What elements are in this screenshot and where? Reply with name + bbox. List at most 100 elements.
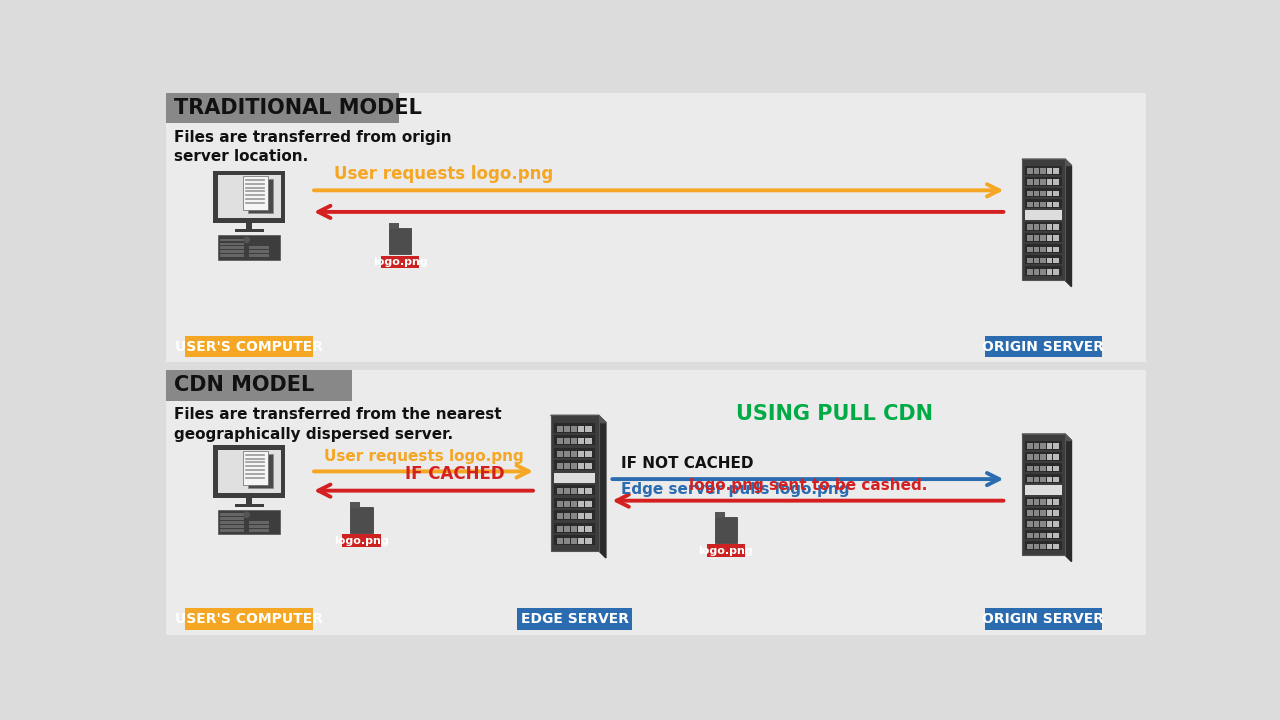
Bar xyxy=(563,538,570,544)
Bar xyxy=(579,538,585,544)
Text: USER'S COMPUTER: USER'S COMPUTER xyxy=(175,340,323,354)
Bar xyxy=(1028,533,1033,539)
Bar xyxy=(554,485,595,495)
Bar xyxy=(1025,177,1061,186)
Bar xyxy=(186,336,314,357)
Bar xyxy=(1028,258,1033,264)
Text: Files are transferred from origin
server location.: Files are transferred from origin server… xyxy=(174,130,452,164)
Bar xyxy=(218,450,280,493)
Bar xyxy=(579,513,585,519)
Bar xyxy=(220,526,244,528)
Bar xyxy=(1025,210,1061,220)
Bar xyxy=(1025,451,1061,461)
Bar xyxy=(1047,247,1052,252)
Bar xyxy=(1028,224,1033,230)
Bar xyxy=(1025,188,1061,197)
Bar xyxy=(1025,497,1061,505)
Bar xyxy=(554,535,595,546)
Bar xyxy=(554,423,595,433)
Bar xyxy=(250,246,269,249)
Bar xyxy=(714,512,724,517)
Bar xyxy=(1047,269,1052,274)
Bar xyxy=(1053,499,1059,505)
Bar xyxy=(585,513,591,519)
Bar xyxy=(1034,499,1039,505)
Text: ORIGIN SERVER: ORIGIN SERVER xyxy=(983,340,1105,354)
Bar xyxy=(1041,258,1046,264)
Bar xyxy=(1047,224,1052,230)
Bar xyxy=(1053,533,1059,539)
Circle shape xyxy=(244,512,250,518)
Polygon shape xyxy=(1065,434,1071,562)
Bar xyxy=(1034,477,1039,482)
Bar xyxy=(1034,443,1039,449)
Bar xyxy=(1028,269,1033,274)
Bar xyxy=(579,488,585,495)
Bar xyxy=(554,473,595,483)
Text: Files are transferred from the nearest
geographically dispersed server.: Files are transferred from the nearest g… xyxy=(174,407,502,441)
Bar xyxy=(1025,210,1061,220)
Bar xyxy=(1025,508,1061,517)
Bar xyxy=(579,463,585,469)
Bar xyxy=(1034,269,1039,274)
Bar xyxy=(1053,443,1059,449)
Bar xyxy=(1028,454,1033,460)
Bar xyxy=(1034,258,1039,264)
Polygon shape xyxy=(599,415,605,558)
Bar xyxy=(1041,544,1046,549)
Bar xyxy=(186,608,314,630)
Bar xyxy=(1025,255,1061,264)
Bar xyxy=(1047,202,1052,207)
Text: logo.png: logo.png xyxy=(334,536,389,546)
Bar xyxy=(714,517,737,543)
Bar xyxy=(218,510,280,534)
Bar xyxy=(557,526,563,532)
Bar xyxy=(1028,510,1033,516)
Bar xyxy=(1053,477,1059,482)
Bar xyxy=(1025,441,1061,450)
Bar xyxy=(571,513,577,519)
Bar xyxy=(1047,235,1052,241)
Bar xyxy=(250,521,269,524)
Bar xyxy=(1025,199,1061,208)
Bar xyxy=(571,426,577,432)
Bar xyxy=(1041,443,1046,449)
Bar xyxy=(1028,477,1033,482)
Bar xyxy=(1041,191,1046,197)
Bar xyxy=(1041,202,1046,207)
Bar xyxy=(563,513,570,519)
Bar xyxy=(563,488,570,495)
Bar xyxy=(242,451,268,485)
Bar xyxy=(250,254,269,257)
Text: User requests logo.png: User requests logo.png xyxy=(334,165,554,183)
Bar xyxy=(554,498,595,508)
Bar xyxy=(242,176,268,210)
Bar xyxy=(234,229,264,232)
Bar xyxy=(1028,499,1033,505)
Bar xyxy=(554,510,595,521)
Bar xyxy=(218,175,280,218)
Bar xyxy=(554,460,595,470)
Bar xyxy=(1023,159,1065,280)
Bar xyxy=(166,370,1146,634)
Bar xyxy=(563,463,570,469)
Bar xyxy=(220,521,244,524)
Text: logo.png: logo.png xyxy=(699,546,753,556)
Bar xyxy=(1047,179,1052,185)
Bar xyxy=(1047,454,1052,460)
Bar xyxy=(557,500,563,507)
Bar xyxy=(1025,244,1061,253)
Bar xyxy=(707,544,745,557)
Bar xyxy=(517,608,632,630)
Bar xyxy=(1047,443,1052,449)
Bar xyxy=(1047,477,1052,482)
Bar xyxy=(579,438,585,444)
Bar xyxy=(1053,544,1059,549)
Bar xyxy=(1034,202,1039,207)
Bar xyxy=(1053,510,1059,516)
Bar xyxy=(585,463,591,469)
Bar xyxy=(342,534,380,547)
Bar xyxy=(579,526,585,532)
Text: Edge server pulls logo.png: Edge server pulls logo.png xyxy=(621,482,850,498)
Circle shape xyxy=(244,238,250,243)
